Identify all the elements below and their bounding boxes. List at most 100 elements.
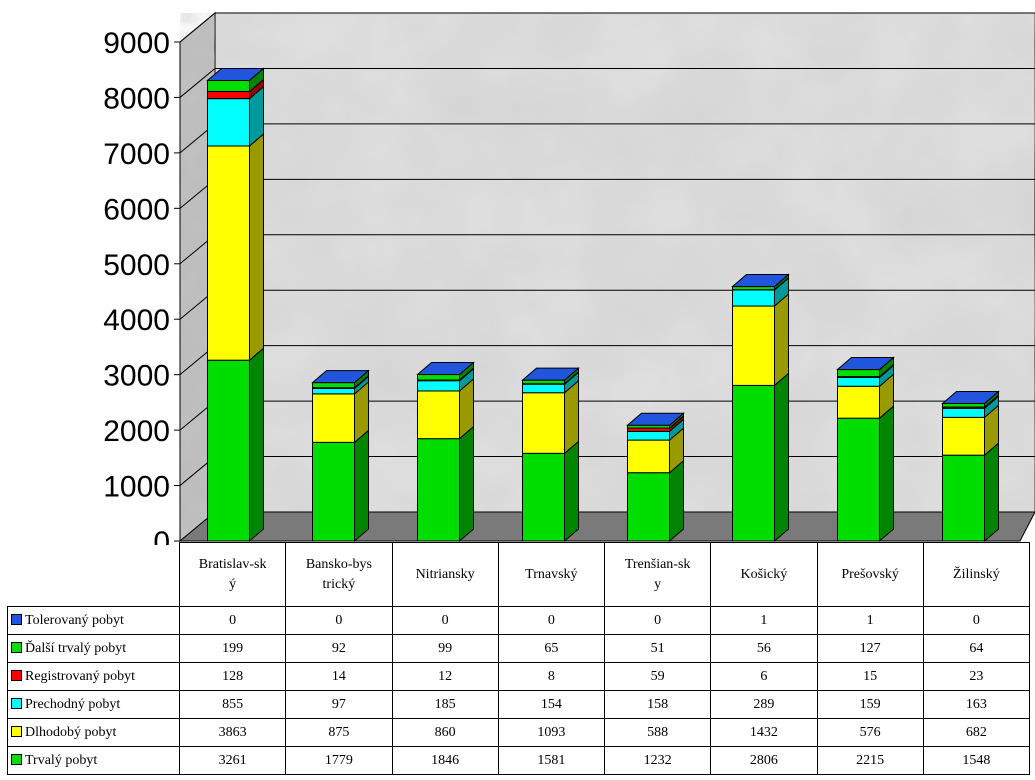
data-cell: 1779 bbox=[285, 746, 393, 775]
bar-stack-bansko-bystricky bbox=[311, 369, 370, 543]
data-table: Bratislav-ský Bansko-bystrický Nitriansky T… bbox=[7, 542, 1031, 775]
data-cell: 1846 bbox=[391, 746, 499, 775]
data-cell: 97 bbox=[285, 690, 393, 719]
data-cell: 2806 bbox=[710, 746, 818, 775]
data-cell: 0 bbox=[285, 606, 393, 635]
bar-segment-trvaly-pobyt bbox=[522, 440, 579, 543]
category-label-nitriansky: Nitriansky bbox=[391, 542, 499, 607]
bar-segment-prechodny-pobyt bbox=[312, 375, 369, 395]
legend-swatch bbox=[11, 641, 22, 653]
y-tick-label: 3000 bbox=[103, 360, 170, 393]
data-cell: 289 bbox=[710, 690, 818, 719]
bar-segment-trvaly-pobyt bbox=[417, 425, 474, 543]
data-cell: 14 bbox=[285, 662, 393, 691]
data-cell: 185 bbox=[391, 690, 499, 719]
category-label-kosicky: Košický bbox=[710, 542, 818, 607]
y-tick-label: 7000 bbox=[103, 138, 170, 171]
table-row-dalsi-trvaly-pobyt: Ďalší trvalý pobyt 199 92 99 65 51 56 127 64 bbox=[7, 634, 1031, 663]
bar-top-face bbox=[731, 274, 790, 288]
legend-entry: Registrovaný pobyt bbox=[7, 662, 180, 691]
y-axis: 0 1000 2000 3000 4000 5000 6000 7000 8000 9000 bbox=[103, 27, 181, 545]
data-cell: 158 bbox=[603, 690, 712, 719]
data-cell: 1432 bbox=[710, 718, 818, 747]
category-label-trnavsky: Trnavský bbox=[497, 542, 606, 607]
bar-segment-trvaly-pobyt bbox=[732, 372, 789, 543]
bar-segment-dlhodoby-pobyt bbox=[942, 404, 999, 457]
legend-entry: Dlhodobý pobyt bbox=[7, 718, 180, 747]
bar-segment-dlhodoby-pobyt bbox=[417, 377, 474, 440]
bar-top-face bbox=[521, 367, 580, 381]
bar-segment-trvaly-pobyt bbox=[942, 442, 999, 543]
table-row-registrovany-pobyt: Registrovaný pobyt 128 14 12 8 59 6 15 23 bbox=[7, 662, 1031, 691]
legend-swatch bbox=[11, 697, 22, 709]
data-cell: 576 bbox=[816, 718, 924, 747]
data-cell: 1 bbox=[816, 606, 924, 635]
data-cell: 23 bbox=[922, 662, 1031, 691]
bar-top-face bbox=[626, 412, 685, 426]
bar-segment-trvaly-pobyt bbox=[207, 347, 264, 543]
data-cell: 8 bbox=[497, 662, 606, 691]
bar-segment-dlhodoby-pobyt bbox=[207, 132, 264, 362]
table-header-row: Bratislav-ský Bansko-bystrický Nitriansky T… bbox=[7, 542, 1031, 607]
category-label-zilinsky: Žilinský bbox=[922, 542, 1031, 607]
data-cell: 1581 bbox=[497, 746, 606, 775]
data-cell: 64 bbox=[922, 634, 1031, 663]
floor bbox=[178, 511, 1035, 542]
data-cell: 875 bbox=[285, 718, 393, 747]
bar-top-face bbox=[836, 357, 895, 371]
bar-segment-dlhodoby-pobyt bbox=[522, 379, 579, 455]
data-cell: 0 bbox=[178, 606, 287, 635]
table-row-dlhodoby-pobyt: Dlhodobý pobyt 3863 875 860 1093 588 1432 576 68… bbox=[7, 718, 1031, 747]
data-cell: 1232 bbox=[603, 746, 712, 775]
data-cell: 1 bbox=[710, 606, 818, 635]
stacked-bar-chart: 0 1000 2000 3000 4000 5000 6000 7000 8000 9000 bbox=[103, 11, 1035, 545]
data-cell: 682 bbox=[922, 718, 1031, 747]
data-cell: 159 bbox=[816, 690, 924, 719]
data-cell: 1548 bbox=[922, 746, 1031, 775]
legend-swatch bbox=[11, 669, 22, 681]
data-cell: 855 bbox=[178, 690, 287, 719]
bar-stack-nitriansky bbox=[416, 361, 475, 543]
data-cell: 0 bbox=[922, 606, 1031, 635]
bar-segment-trvaly-pobyt bbox=[837, 405, 894, 543]
data-cell: 6 bbox=[710, 662, 818, 691]
bar-stack-zilinsky bbox=[941, 390, 1000, 543]
data-cell: 2215 bbox=[816, 746, 924, 775]
table-row-tolerovany-pobyt: Tolerovaný pobyt 0 0 0 0 0 1 1 0 bbox=[7, 606, 1031, 635]
data-cell: 3863 bbox=[178, 718, 287, 747]
y-tick-label: 0 bbox=[153, 526, 170, 545]
legend-swatch bbox=[11, 753, 22, 765]
data-cell: 0 bbox=[391, 606, 499, 635]
gridline bbox=[179, 67, 1035, 98]
data-cell: 163 bbox=[922, 690, 1031, 719]
bar-top-face bbox=[311, 370, 370, 384]
series-label: Trvalý pobyt bbox=[25, 752, 98, 768]
category-label-bratislav-sky: Bratislav-ský bbox=[178, 542, 287, 607]
bars bbox=[206, 67, 1000, 543]
bar-segment-dlhodoby-pobyt bbox=[732, 292, 789, 387]
category-label-bansko-bystricky: Bansko-bystrický bbox=[285, 542, 393, 607]
table-row-trvaly-pobyt: Trvalý pobyt 3261 1779 1846 1581 1232 2806 2215… bbox=[7, 746, 1031, 775]
legend-entry: Prechodný pobyt bbox=[7, 690, 180, 719]
data-cell: 3261 bbox=[178, 746, 287, 775]
data-cell: 56 bbox=[710, 634, 818, 663]
data-cell: 51 bbox=[603, 634, 712, 663]
data-cell: 59 bbox=[603, 662, 712, 691]
bar-segment-dlhodoby-pobyt bbox=[627, 427, 684, 474]
data-cell: 92 bbox=[285, 634, 393, 663]
table-corner bbox=[7, 542, 180, 607]
bar-stack-trnavsky bbox=[521, 367, 580, 543]
bar-segment-trvaly-pobyt bbox=[627, 459, 684, 543]
data-cell: 1093 bbox=[497, 718, 606, 747]
bar-top-face bbox=[416, 362, 475, 376]
bar-top-face bbox=[206, 67, 265, 81]
y-tick-label: 6000 bbox=[103, 193, 170, 226]
category-label-trensian-sky: Trenšian-sky bbox=[603, 542, 712, 607]
table-row-prechodny-pobyt: Prechodný pobyt 855 97 185 154 158 289 159 163 bbox=[7, 690, 1031, 719]
y-tick-label: 2000 bbox=[103, 415, 170, 448]
bar-stack-trensian-sky bbox=[626, 412, 685, 543]
data-cell: 65 bbox=[497, 634, 606, 663]
data-cell: 0 bbox=[603, 606, 712, 635]
series-label: Tolerovaný pobyt bbox=[25, 612, 124, 628]
data-cell: 128 bbox=[178, 662, 287, 691]
